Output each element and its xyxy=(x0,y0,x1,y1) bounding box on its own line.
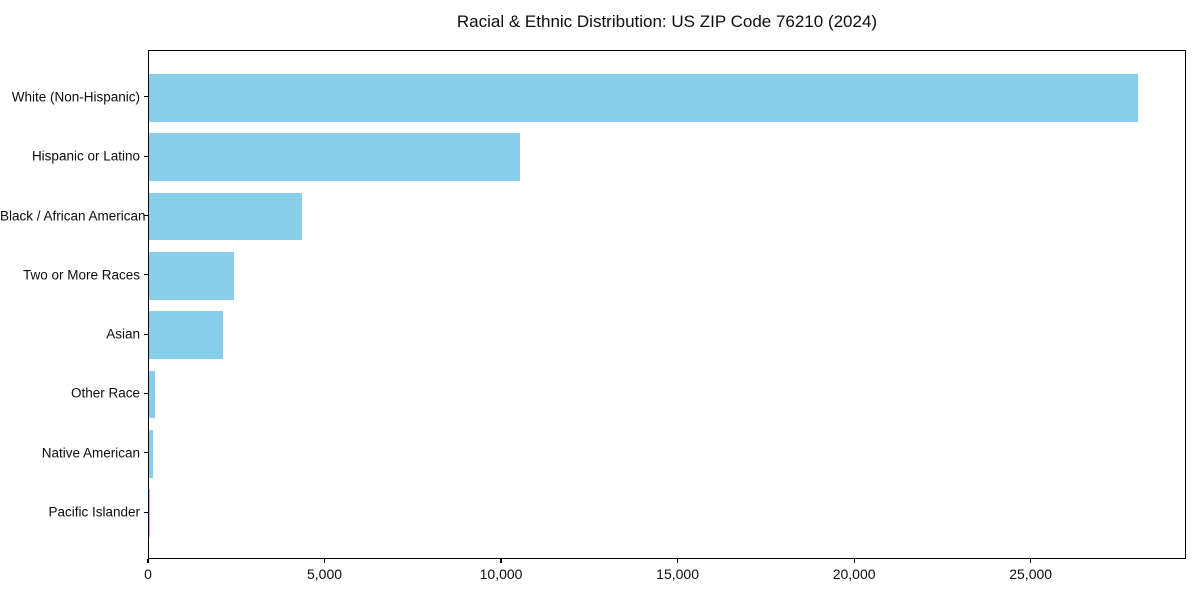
x-tick-label: 10,000 xyxy=(479,566,523,582)
y-tick-label-native-american: Native American xyxy=(41,445,140,461)
y-tick-label-two-or-more-races: Two or More Races xyxy=(22,267,140,283)
x-tick-mark xyxy=(853,559,855,563)
bar-native-american xyxy=(149,430,153,478)
y-tick-mark xyxy=(144,452,148,454)
x-tick-mark xyxy=(1030,559,1032,563)
y-tick-mark xyxy=(144,96,148,98)
x-tick-label: 20,000 xyxy=(832,566,876,582)
y-tick-label-asian: Asian xyxy=(106,326,140,342)
bar-hispanic-or-latino xyxy=(149,133,520,181)
bar-two-or-more-races xyxy=(149,252,235,300)
y-tick-label-pacific-islander: Pacific Islander xyxy=(48,504,140,520)
y-tick-mark xyxy=(144,392,148,395)
x-tick-mark xyxy=(500,559,502,563)
bar-black-african-american xyxy=(149,192,303,241)
plot-area xyxy=(148,50,1186,559)
y-tick-label-white-non-hispanic: White (Non-Hispanic) xyxy=(11,89,140,105)
y-tick-mark xyxy=(144,333,148,335)
x-tick-label: 15,000 xyxy=(656,566,699,582)
y-tick-mark xyxy=(144,511,148,513)
x-tick-label: 5,000 xyxy=(306,566,343,582)
bar-other-race xyxy=(149,370,155,419)
x-tick-label: 25,000 xyxy=(1009,566,1053,582)
x-tick-label: 0 xyxy=(144,566,152,582)
y-tick-mark xyxy=(144,214,148,217)
x-tick-mark xyxy=(676,559,679,563)
y-tick-mark xyxy=(144,274,148,276)
bar-pacific-islander xyxy=(149,489,150,537)
y-tick-label-hispanic-or-latino: Hispanic or Latino xyxy=(31,148,140,164)
y-tick-mark xyxy=(144,155,148,157)
bar-asian xyxy=(149,311,224,359)
chart-title: Racial & Ethnic Distribution: US ZIP Cod… xyxy=(456,12,878,31)
bar-white-non-hispanic xyxy=(149,74,1138,122)
x-tick-mark xyxy=(147,559,149,563)
y-tick-label-black-african-american: Black / African American xyxy=(0,208,146,223)
x-tick-mark xyxy=(323,559,326,563)
y-tick-label-other-race: Other Race xyxy=(70,385,140,401)
